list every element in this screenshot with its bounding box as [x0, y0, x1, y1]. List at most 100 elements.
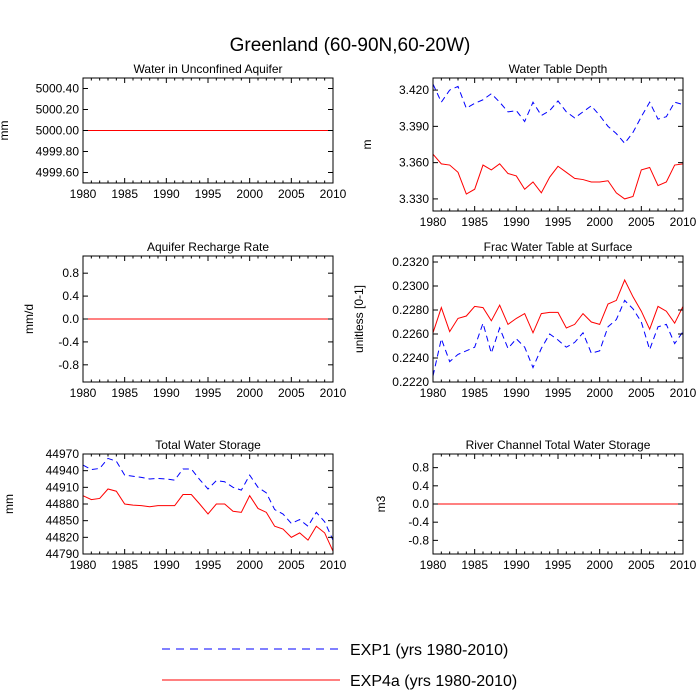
- y-tick-label: 0.4: [412, 479, 429, 493]
- x-tick-label: 1980: [70, 386, 97, 400]
- legend-label-exp4a: EXP4a (yrs 1980-2010): [350, 673, 517, 690]
- x-tick-label: 1995: [195, 558, 222, 572]
- y-axis-label: unitless [0-1]: [352, 285, 366, 353]
- chart-panel-1: Water in Unconfined Aquifer 1980 1985 1990 1…: [0, 62, 347, 201]
- chart-panel-4: Frac Water Table at Surface 1980 1985 1990 1…: [352, 240, 697, 400]
- chart-title: Frac Water Table at Surface: [484, 240, 633, 254]
- y-tick-label: 3.390: [399, 119, 429, 133]
- y-tick-label: -0.4: [58, 335, 79, 349]
- x-tick-label: 1995: [545, 386, 572, 400]
- y-tick-label: 0.2300: [392, 279, 429, 293]
- y-axis-label: m3: [374, 495, 388, 512]
- series-line-exp1: [432, 299, 684, 377]
- y-tick-label: -0.8: [408, 533, 429, 547]
- x-tick-label: 1985: [111, 558, 138, 572]
- x-tick-label: 1985: [461, 558, 488, 572]
- plot-frame: [432, 255, 684, 383]
- x-tick-label: 2000: [236, 558, 263, 572]
- y-tick-label: 44970: [46, 447, 80, 461]
- y-tick-label: 0.2260: [392, 327, 429, 341]
- legend: EXP1 (yrs 1980-2010) EXP4a (yrs 1980-201…: [162, 642, 517, 690]
- x-tick-label: 2005: [628, 215, 655, 229]
- x-tick-label: 2000: [586, 215, 613, 229]
- y-tick-label: 44850: [46, 514, 80, 528]
- y-axis-label: mm: [0, 121, 11, 141]
- y-tick-label: 5000.00: [36, 124, 80, 138]
- x-tick-label: 1980: [420, 558, 447, 572]
- y-tick-label: 3.420: [399, 83, 429, 97]
- chart-panel-6: River Channel Total Water Storage 1980 198…: [374, 438, 697, 572]
- y-tick-label: 44910: [46, 480, 80, 494]
- x-tick-label: 2010: [320, 187, 347, 201]
- series-line-exp1: [432, 83, 684, 145]
- x-tick-label: 1985: [111, 386, 138, 400]
- y-tick-label: 0.8: [412, 461, 429, 475]
- x-tick-label: 2010: [320, 386, 347, 400]
- x-tick-label: 1985: [461, 386, 488, 400]
- y-tick-label: 44940: [46, 464, 80, 478]
- y-tick-label: 0.2280: [392, 303, 429, 317]
- series-line-exp1: [82, 457, 334, 541]
- x-tick-label: 1995: [545, 215, 572, 229]
- x-tick-label: 1985: [111, 187, 138, 201]
- y-tick-label: 0.8: [62, 266, 79, 280]
- y-tick-label: -0.4: [408, 515, 429, 529]
- x-tick-label: 1980: [420, 215, 447, 229]
- y-tick-label: 3.330: [399, 192, 429, 206]
- chart-panel-5: Total Water Storage 1980 1985 1990 1995 2000 2…: [2, 438, 347, 572]
- chart-panel-2: Water Table Depth 1980 1985 1990 1995 2000 200…: [360, 62, 697, 229]
- x-tick-label: 1990: [503, 215, 530, 229]
- y-tick-label: 0.2220: [392, 375, 429, 389]
- y-tick-label: 3.360: [399, 156, 429, 170]
- series-line-exp4a: [432, 278, 684, 335]
- x-tick-label: 1990: [503, 558, 530, 572]
- x-tick-label: 2010: [670, 215, 697, 229]
- x-tick-label: 2005: [628, 386, 655, 400]
- y-tick-label: 5000.20: [36, 103, 80, 117]
- x-tick-label: 1995: [545, 558, 572, 572]
- x-tick-label: 1990: [153, 187, 180, 201]
- y-axis-label: m: [360, 140, 374, 150]
- y-tick-label: 4999.80: [36, 145, 80, 159]
- plot-frame: [432, 77, 684, 212]
- x-tick-label: 1980: [70, 187, 97, 201]
- plot-frame: [82, 453, 334, 555]
- x-tick-label: 1985: [461, 215, 488, 229]
- x-tick-label: 1995: [195, 187, 222, 201]
- y-tick-label: 44820: [46, 530, 80, 544]
- y-tick-label: 0.0: [412, 497, 429, 511]
- y-axis-label: mm/d: [22, 304, 36, 334]
- x-tick-label: 2010: [670, 558, 697, 572]
- x-tick-label: 2010: [670, 386, 697, 400]
- x-tick-label: 2000: [586, 386, 613, 400]
- y-tick-label: -0.8: [58, 358, 79, 372]
- y-tick-label: 5000.40: [36, 82, 80, 96]
- x-tick-label: 2000: [236, 187, 263, 201]
- chart-title: Water Table Depth: [509, 62, 608, 76]
- chart-title: River Channel Total Water Storage: [466, 438, 651, 452]
- x-tick-label: 1980: [70, 558, 97, 572]
- y-tick-label: 0.4: [62, 289, 79, 303]
- y-tick-label: 44880: [46, 497, 80, 511]
- chart-panel-3: Aquifer Recharge Rate 1980 1985 1990 1995 200…: [22, 240, 347, 400]
- y-tick-label: 0.2320: [392, 255, 429, 269]
- x-tick-label: 2005: [278, 558, 305, 572]
- y-tick-label: 4999.60: [36, 166, 80, 180]
- y-tick-label: 44790: [46, 547, 80, 561]
- x-tick-label: 1990: [153, 558, 180, 572]
- x-tick-label: 2005: [278, 386, 305, 400]
- chart-title: Water in Unconfined Aquifer: [134, 62, 283, 76]
- x-tick-label: 2005: [628, 558, 655, 572]
- y-tick-label: 0.0: [62, 312, 79, 326]
- series-line-exp4a: [432, 153, 684, 200]
- x-tick-label: 2000: [236, 386, 263, 400]
- y-axis-label: mm: [2, 494, 16, 514]
- series-line-exp4a: [82, 488, 334, 552]
- x-tick-label: 1990: [503, 386, 530, 400]
- page-title: Greenland (60-90N,60-20W): [230, 35, 471, 56]
- chart-title: Aquifer Recharge Rate: [147, 240, 269, 254]
- x-tick-label: 1980: [420, 386, 447, 400]
- x-tick-label: 2010: [320, 558, 347, 572]
- x-tick-label: 1990: [153, 386, 180, 400]
